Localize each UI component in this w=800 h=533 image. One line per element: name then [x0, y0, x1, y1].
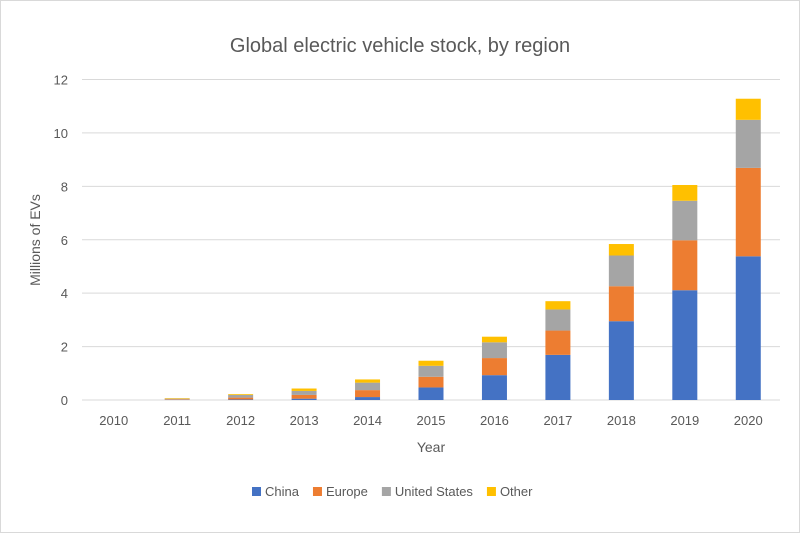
- x-tick-label: 2012: [226, 413, 255, 428]
- bar-segment-united-states: [481, 342, 507, 359]
- bar-segment-other: [355, 379, 381, 383]
- y-tick-label: 10: [54, 126, 68, 141]
- bar-segment-china: [355, 397, 381, 400]
- bar-segment-china: [735, 256, 761, 400]
- bar-segment-europe: [545, 330, 571, 355]
- bar-segment-united-states: [672, 200, 698, 241]
- legend-label: Europe: [326, 484, 368, 499]
- bar-segment-europe: [164, 399, 190, 400]
- legend-swatch: [252, 487, 261, 496]
- legend-swatch: [486, 487, 496, 496]
- y-tick-label: 2: [61, 340, 68, 355]
- bar-segment-other: [481, 336, 507, 343]
- x-tick-label: 2013: [290, 413, 319, 428]
- y-axis-label: Millions of EVs: [27, 194, 43, 286]
- bar-segment-china: [291, 398, 317, 400]
- legend-swatch: [381, 487, 391, 496]
- bar-segment-china: [481, 375, 507, 400]
- bar-segment-china: [545, 354, 571, 400]
- chart-title: Global electric vehicle stock, by region: [230, 35, 570, 57]
- legend-label: Other: [500, 484, 533, 499]
- bar-segment-other: [672, 184, 698, 201]
- x-tick-label: 2010: [99, 413, 128, 428]
- bar-segment-united-states: [545, 309, 571, 331]
- bar-segment-europe: [291, 394, 317, 399]
- y-tick-label: 0: [61, 393, 68, 408]
- x-tick-label: 2015: [417, 413, 446, 428]
- y-tick-label: 8: [61, 179, 68, 194]
- y-tick-label: 12: [54, 73, 68, 88]
- bar-segment-united-states: [355, 382, 381, 391]
- y-tick-label: 6: [61, 233, 68, 248]
- bar-segment-other: [228, 394, 254, 395]
- bar-segment-united-states: [608, 255, 634, 287]
- bar-segment-united-states: [735, 119, 761, 168]
- x-tick-label: 2019: [670, 413, 699, 428]
- y-tick-label: 4: [61, 286, 68, 301]
- x-axis-label: Year: [417, 439, 446, 455]
- x-tick-label: 2016: [480, 413, 509, 428]
- bar-segment-europe: [418, 376, 444, 388]
- bar-segment-united-states: [164, 398, 190, 400]
- x-tick-label: 2018: [607, 413, 636, 428]
- x-tick-label: 2020: [734, 413, 763, 428]
- bar-segment-other: [291, 388, 317, 391]
- bar-segment-other: [164, 398, 190, 399]
- x-tick-label: 2017: [543, 413, 572, 428]
- legend-swatch: [312, 487, 322, 496]
- bar-segment-china: [228, 399, 254, 400]
- bar-segment-europe: [355, 390, 381, 398]
- bar-segment-europe: [228, 397, 254, 400]
- bar-segment-united-states: [418, 365, 444, 377]
- bar-segment-china: [418, 387, 444, 400]
- bar-segment-europe: [481, 358, 507, 376]
- bar-segment-other: [608, 244, 634, 256]
- bar-segment-china: [672, 290, 698, 400]
- bar-segment-china: [608, 321, 634, 400]
- legend-label: United States: [395, 484, 474, 499]
- x-tick-label: 2014: [353, 413, 382, 428]
- bar-segment-other: [418, 360, 444, 366]
- bar-segment-united-states: [228, 394, 254, 398]
- x-tick-label: 2011: [163, 413, 191, 428]
- bar-segment-other: [545, 301, 571, 310]
- bar-segment-europe: [608, 286, 634, 322]
- legend-label: China: [265, 484, 300, 499]
- bar-segment-other: [735, 98, 761, 120]
- bar-segment-europe: [735, 167, 761, 257]
- bar-segment-europe: [672, 240, 698, 291]
- bar-segment-united-states: [291, 390, 317, 395]
